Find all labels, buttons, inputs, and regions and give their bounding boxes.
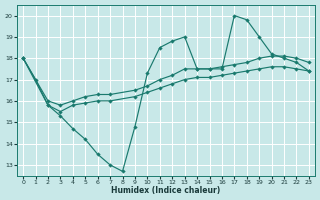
X-axis label: Humidex (Indice chaleur): Humidex (Indice chaleur) xyxy=(111,186,221,195)
